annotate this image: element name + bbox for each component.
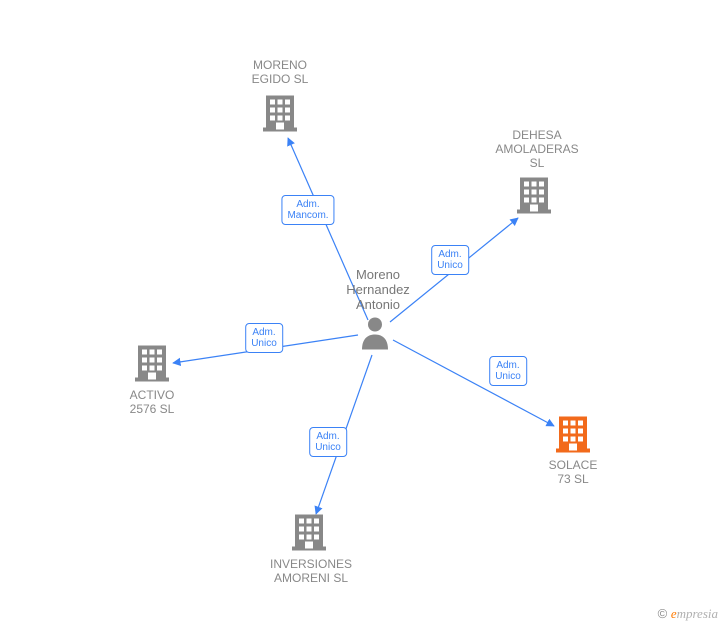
building-icon[interactable] bbox=[556, 415, 590, 458]
node-label-activo: ACTIVO 2576 SL bbox=[130, 388, 175, 416]
person-icon[interactable] bbox=[360, 316, 390, 355]
edge-label: Adm. Unico bbox=[431, 245, 469, 275]
node-label-dehesa: DEHESA AMOLADERAS SL bbox=[495, 128, 578, 170]
edge-line bbox=[393, 340, 554, 426]
node-label-inversiones: INVERSIONES AMORENI SL bbox=[270, 557, 352, 585]
diagram-canvas: Adm. Mancom. Adm. Unico Adm. Unico Adm. … bbox=[0, 0, 728, 630]
node-label-moreno-egido: MORENO EGIDO SL bbox=[252, 58, 309, 86]
building-icon[interactable] bbox=[517, 176, 551, 219]
node-label-solace: SOLACE 73 SL bbox=[549, 458, 598, 486]
brand: empresia bbox=[671, 606, 718, 621]
building-icon[interactable] bbox=[292, 513, 326, 556]
building-icon[interactable] bbox=[135, 344, 169, 387]
center-node-label: Moreno Hernandez Antonio bbox=[346, 267, 410, 312]
edge-label: Adm. Mancom. bbox=[281, 195, 334, 225]
building-icon[interactable] bbox=[263, 94, 297, 137]
copyright: © empresia bbox=[658, 606, 718, 622]
edge-label: Adm. Unico bbox=[309, 427, 347, 457]
copyright-symbol: © bbox=[658, 606, 668, 621]
edge-label: Adm. Unico bbox=[489, 356, 527, 386]
edge-label: Adm. Unico bbox=[245, 323, 283, 353]
